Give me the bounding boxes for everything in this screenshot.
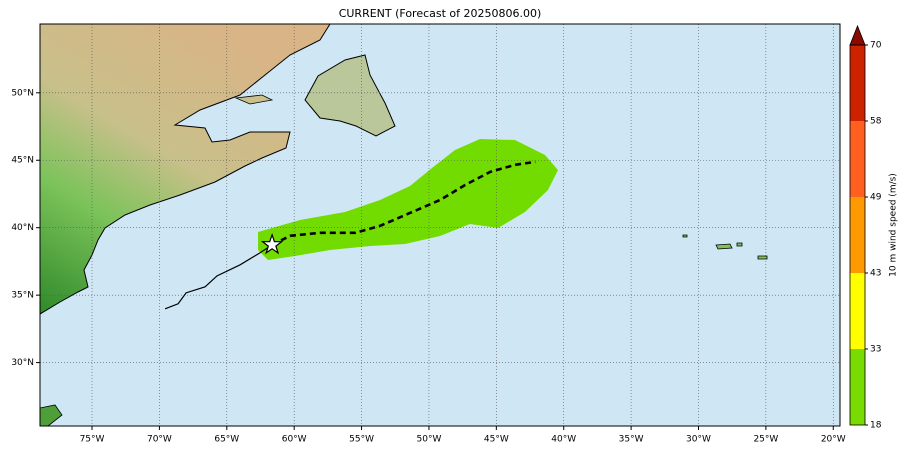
lon-tick-label: 35°W [619,435,644,445]
colorbar-segment [850,349,865,425]
lon-tick-label: 60°W [282,435,307,445]
lon-tick-label: 30°W [686,435,711,445]
colorbar-segment [850,121,865,197]
map-frame [39,23,841,427]
lon-tick-label: 25°W [753,435,778,445]
colorbar-tick-label: 18 [870,421,882,431]
lon-tick-label: 55°W [349,435,374,445]
lat-tick-label: 40°N [11,223,34,233]
colorbar-tick-label: 70 [870,41,882,51]
colorbar-segment [850,197,865,273]
lon-tick-label: 20°W [821,435,846,445]
colorbar-label: 10 m wind speed (m/s) [889,173,899,277]
colorbar-tick-label: 33 [870,345,881,355]
wind-swath [258,139,558,260]
colorbar-segment [850,45,865,121]
past-track [164,244,273,310]
lon-tick-label: 65°W [214,435,239,445]
land [40,24,768,426]
current-position [260,232,284,255]
lon-tick-label: 40°W [551,435,576,445]
lat-tick-label: 35°N [11,291,34,301]
colorbar-frame [849,44,866,426]
colorbar-extend [849,24,866,46]
lat-tick-label: 50°N [11,88,34,98]
colorbar-tick-label: 49 [870,193,882,203]
lon-tick-label: 75°W [80,435,105,445]
lat-tick-label: 45°N [11,156,34,166]
lon-tick-label: 70°W [147,435,172,445]
lat-tick-label: 30°N [11,358,34,368]
forecast-track [271,160,536,246]
lon-tick-label: 45°W [484,435,509,445]
colorbar-tick-label: 43 [870,269,881,279]
colorbar-segment [850,273,865,349]
colorbar-tick-label: 58 [870,117,882,127]
lon-tick-label: 50°W [417,435,442,445]
map-title: CURRENT (Forecast of 20250806.00) [339,7,542,20]
